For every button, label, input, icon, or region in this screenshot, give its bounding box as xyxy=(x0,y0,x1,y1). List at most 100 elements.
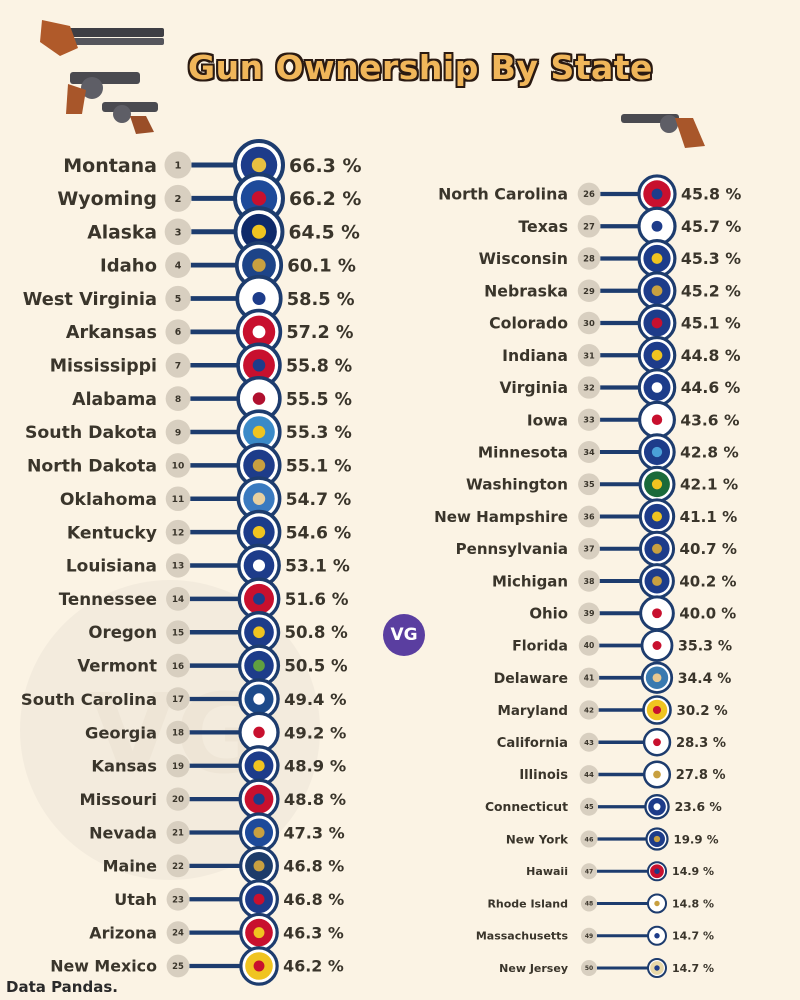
flag-emblem-0 xyxy=(251,157,267,173)
rank-label-44: 45 xyxy=(584,803,594,811)
state-name-38: Ohio xyxy=(529,605,568,623)
state-name-24: New Mexico xyxy=(50,957,157,976)
rank-label-10: 11 xyxy=(172,495,185,505)
rank-circle-8 xyxy=(165,419,191,445)
value-label-24: 46.2 % xyxy=(283,957,344,976)
flag-emblem-39 xyxy=(652,641,662,650)
state-name-25: North Carolina xyxy=(438,185,568,204)
rank-label-23: 24 xyxy=(172,928,184,938)
state-name-22: Utah xyxy=(114,890,157,909)
value-label-31: 44.6 % xyxy=(681,378,741,397)
rank-circle-42 xyxy=(579,732,599,752)
rank-label-25: 26 xyxy=(583,189,595,199)
rank-label-0: 1 xyxy=(175,161,182,172)
rank-label-49: 50 xyxy=(585,965,593,972)
flag-emblem-11 xyxy=(252,525,266,539)
state-name-27: Wisconsin xyxy=(479,249,568,268)
value-label-42: 28.3 % xyxy=(676,736,726,751)
value-label-38: 40.0 % xyxy=(679,605,736,623)
state-name-19: Missouri xyxy=(80,790,157,809)
rank-circle-15 xyxy=(166,653,190,678)
flag-emblem-25 xyxy=(651,188,663,200)
rank-label-39: 40 xyxy=(584,641,595,650)
rank-label-34: 35 xyxy=(583,479,595,489)
rank-circle-16 xyxy=(166,687,190,711)
flag-emblem-48 xyxy=(654,933,660,939)
value-label-0: 66.3 % xyxy=(289,155,362,177)
state-name-10: Oklahoma xyxy=(60,490,157,510)
value-label-33: 42.8 % xyxy=(680,444,739,462)
flag-emblem-36 xyxy=(652,543,662,554)
rank-circle-29 xyxy=(577,311,601,335)
state-name-17: Georgia xyxy=(85,723,157,742)
state-name-39: Florida xyxy=(512,639,568,655)
flag-emblem-43 xyxy=(653,770,661,779)
state-name-3: Idaho xyxy=(100,256,157,277)
state-name-16: South Carolina xyxy=(21,690,157,709)
rank-circle-12 xyxy=(165,553,191,578)
rank-label-47: 48 xyxy=(585,901,593,908)
flag-emblem-46 xyxy=(654,868,660,874)
rank-circle-6 xyxy=(165,352,191,378)
value-label-45: 19.9 % xyxy=(674,832,719,846)
rank-label-28: 29 xyxy=(583,286,595,296)
rank-label-11: 12 xyxy=(172,528,185,538)
flag-emblem-5 xyxy=(252,325,266,339)
flag-emblem-12 xyxy=(252,559,266,572)
chart-title: Gun Ownership By State xyxy=(188,48,653,87)
state-name-18: Kansas xyxy=(91,757,157,776)
value-label-18: 48.9 % xyxy=(284,757,346,776)
flag-emblem-29 xyxy=(651,317,663,329)
rank-circle-34 xyxy=(578,473,600,496)
rank-circle-18 xyxy=(166,754,190,778)
value-label-48: 14.7 % xyxy=(672,930,714,943)
value-label-15: 50.5 % xyxy=(284,657,348,676)
rank-label-19: 20 xyxy=(172,795,184,805)
rank-label-27: 28 xyxy=(583,254,595,264)
value-label-13: 51.6 % xyxy=(285,589,349,609)
rank-circle-41 xyxy=(579,700,599,720)
flag-emblem-9 xyxy=(252,459,266,472)
value-label-4: 58.5 % xyxy=(287,289,355,310)
rank-label-32: 33 xyxy=(583,415,595,425)
state-name-44: Connecticut xyxy=(485,800,568,814)
flag-emblem-40 xyxy=(652,673,662,683)
rank-label-9: 10 xyxy=(172,462,185,472)
value-label-46: 14.9 % xyxy=(672,865,714,878)
flag-emblem-24 xyxy=(253,960,265,972)
value-label-9: 55.1 % xyxy=(286,457,352,477)
value-label-1: 66.2 % xyxy=(289,188,361,210)
value-label-26: 45.7 % xyxy=(681,217,741,236)
flag-emblem-31 xyxy=(651,382,663,393)
state-name-14: Oregon xyxy=(88,623,157,642)
state-name-7: Alabama xyxy=(72,390,157,410)
rank-label-17: 18 xyxy=(172,728,184,738)
state-name-46: Hawaii xyxy=(526,865,568,878)
flag-emblem-32 xyxy=(651,414,663,425)
vg-logo-badge: VG xyxy=(383,614,425,656)
state-name-6: Mississippi xyxy=(50,357,157,377)
flag-emblem-45 xyxy=(653,835,661,843)
flag-emblem-17 xyxy=(253,726,265,739)
flag-emblem-44 xyxy=(653,803,661,811)
rank-circle-25 xyxy=(577,182,601,206)
rank-circle-36 xyxy=(578,537,600,560)
rank-label-40: 41 xyxy=(584,673,594,682)
flag-emblem-49 xyxy=(654,965,660,971)
value-label-17: 49.2 % xyxy=(284,723,346,742)
flag-emblem-16 xyxy=(253,693,265,705)
flag-emblem-13 xyxy=(253,592,265,605)
rank-circle-5 xyxy=(165,319,191,345)
rank-label-43: 44 xyxy=(584,770,594,779)
pistol-icon xyxy=(102,102,158,134)
flag-emblem-3 xyxy=(252,258,266,272)
rank-circle-48 xyxy=(581,927,597,944)
flag-emblem-27 xyxy=(651,253,663,264)
value-label-41: 30.2 % xyxy=(677,704,728,719)
state-name-28: Nebraska xyxy=(484,281,568,300)
revolver-icon xyxy=(66,72,140,114)
value-label-22: 46.8 % xyxy=(283,890,344,909)
flag-emblem-6 xyxy=(252,358,266,372)
value-label-16: 49.4 % xyxy=(284,690,346,709)
state-name-32: Iowa xyxy=(527,411,568,429)
